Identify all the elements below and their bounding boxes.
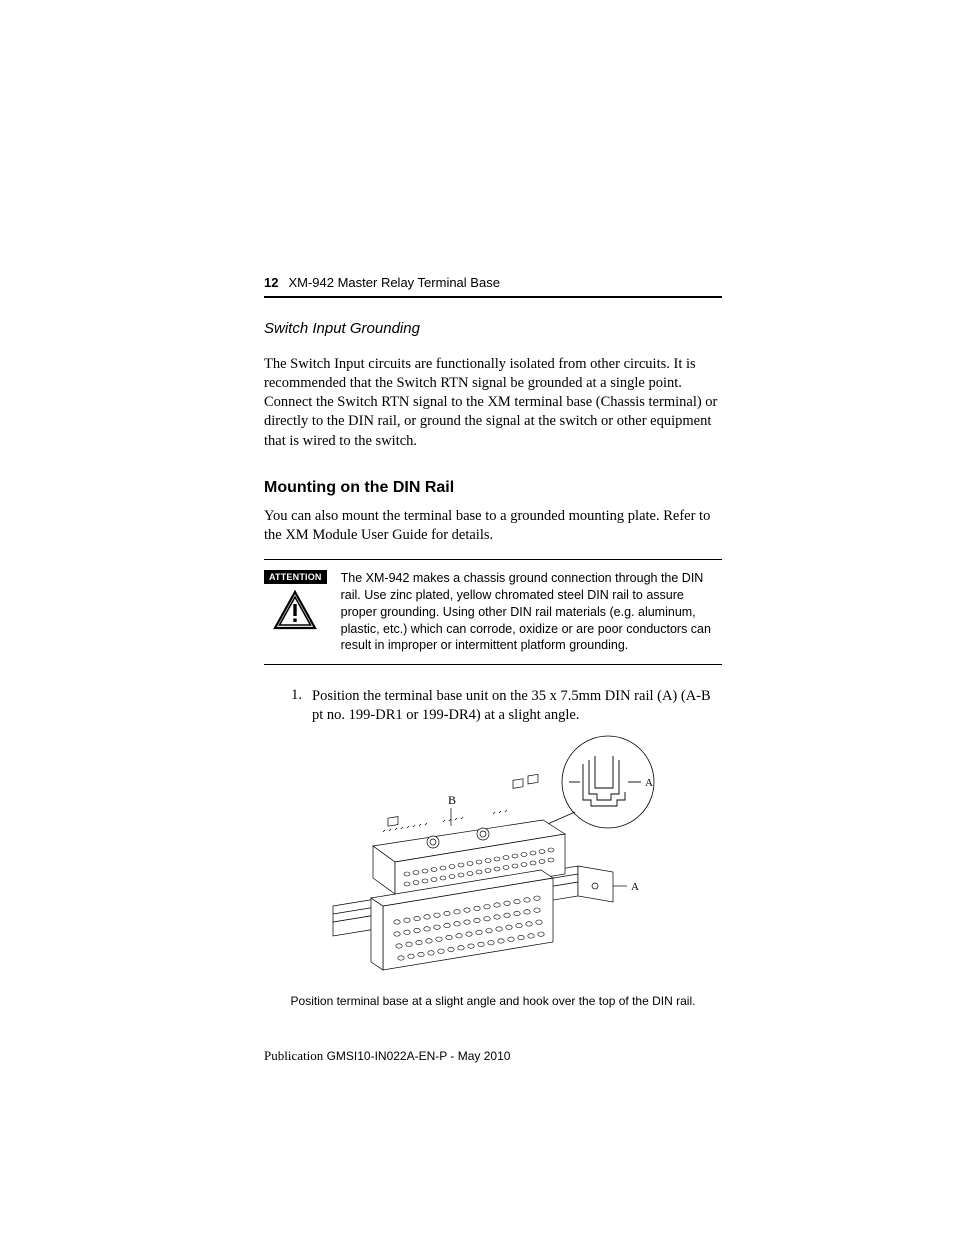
figure-label-a-top: A <box>645 777 653 789</box>
page-number: 12 <box>264 275 278 290</box>
page: 12 XM-942 Master Relay Terminal Base Swi… <box>0 0 954 1235</box>
footer: Publication GMSI10-IN022A-EN-P - May 201… <box>264 1048 722 1064</box>
figure-din-rail: A <box>264 734 722 984</box>
heading-mounting: Mounting on the DIN Rail <box>264 479 722 497</box>
paragraph-grounding: The Switch Input circuits are functional… <box>264 355 722 451</box>
doc-title: XM-942 Master Relay Terminal Base <box>288 275 499 290</box>
attention-callout: ATTENTION The XM-942 makes a chassis gro… <box>264 559 722 665</box>
running-header: 12 XM-942 Master Relay Terminal Base <box>264 275 722 290</box>
figure-caption: Position terminal base at a slight angle… <box>264 994 722 1008</box>
subheading-italic: Switch Input Grounding <box>264 320 722 337</box>
din-rail-illustration: A <box>313 734 673 984</box>
header-rule <box>264 296 722 298</box>
attention-text: The XM-942 makes a chassis ground connec… <box>341 570 718 654</box>
figure-label-a-side: A <box>631 881 639 893</box>
attention-badge-col: ATTENTION <box>264 570 327 630</box>
step-text: Position the terminal base unit on the 3… <box>312 687 722 725</box>
publication-code: GMSI10-IN022A-EN-P - May 2010 <box>327 1049 511 1063</box>
publication-label: Publication <box>264 1048 323 1063</box>
attention-label: ATTENTION <box>264 570 327 584</box>
paragraph-mounting: You can also mount the terminal base to … <box>264 507 722 545</box>
step-1: 1. Position the terminal base unit on th… <box>284 687 722 725</box>
step-number: 1. <box>284 687 302 725</box>
figure-label-b: B <box>448 793 456 807</box>
warning-triangle-icon <box>273 590 317 630</box>
